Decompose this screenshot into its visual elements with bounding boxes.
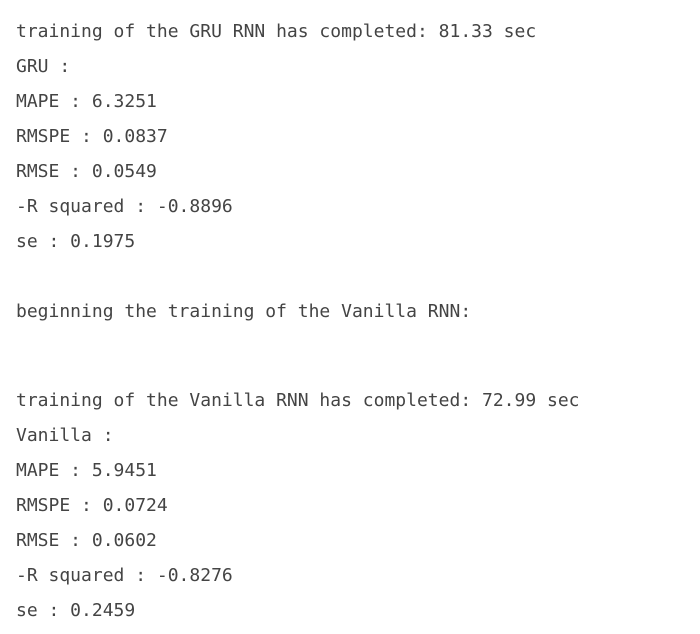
gru-r-squared: -R squared : -0.8896 [16, 196, 233, 217]
vanilla-se: se : 0.2459 [16, 600, 136, 621]
gru-se: se : 0.1975 [16, 231, 136, 252]
vanilla-mape: MAPE : 5.9451 [16, 460, 157, 481]
vanilla-rmse: RMSE : 0.0602 [16, 530, 157, 551]
vanilla-r-squared: -R squared : -0.8276 [16, 565, 233, 586]
gru-rmse: RMSE : 0.0549 [16, 161, 157, 182]
vanilla-results-header: Vanilla : [16, 425, 114, 446]
gru-rmspe: RMSPE : 0.0837 [16, 126, 168, 147]
vanilla-completed-message: training of the Vanilla RNN has complete… [16, 390, 580, 411]
gru-results-header: GRU : [16, 56, 71, 77]
vanilla-rmspe: RMSPE : 0.0724 [16, 495, 168, 516]
vanilla-begin-message: beginning the training of the Vanilla RN… [16, 301, 472, 322]
gru-completed-message: training of the GRU RNN has completed: 8… [16, 21, 537, 42]
gru-mape: MAPE : 6.3251 [16, 91, 157, 112]
